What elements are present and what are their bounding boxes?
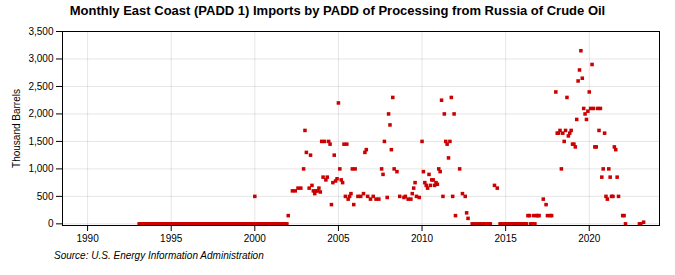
svg-text:2,500: 2,500 (28, 81, 53, 92)
html-text:Source: U.S. Energy Informatio: Source: U.S. Energy Information Administ… (54, 250, 264, 261)
html-text:Monthly East Coast (PADD 1) Im: Monthly East Coast (PADD 1) Imports by P… (69, 3, 606, 18)
svg-text:2000: 2000 (244, 233, 267, 244)
svg-text:3,500: 3,500 (28, 26, 53, 37)
svg-text:2010: 2010 (411, 233, 434, 244)
svg-text:2020: 2020 (578, 233, 601, 244)
svg-text:1,000: 1,000 (28, 163, 53, 174)
svg-text:0: 0 (48, 218, 54, 229)
svg-text:2005: 2005 (327, 233, 350, 244)
svg-text:500: 500 (37, 191, 54, 202)
svg-text:2015: 2015 (495, 233, 518, 244)
svg-text:3,000: 3,000 (28, 53, 53, 64)
svg-text:Thousand Barrels: Thousand Barrels (11, 89, 22, 168)
svg-text:2,000: 2,000 (28, 108, 53, 119)
svg-text:1,500: 1,500 (28, 136, 53, 147)
svg-text:1995: 1995 (160, 233, 183, 244)
svg-text:1990: 1990 (76, 233, 99, 244)
